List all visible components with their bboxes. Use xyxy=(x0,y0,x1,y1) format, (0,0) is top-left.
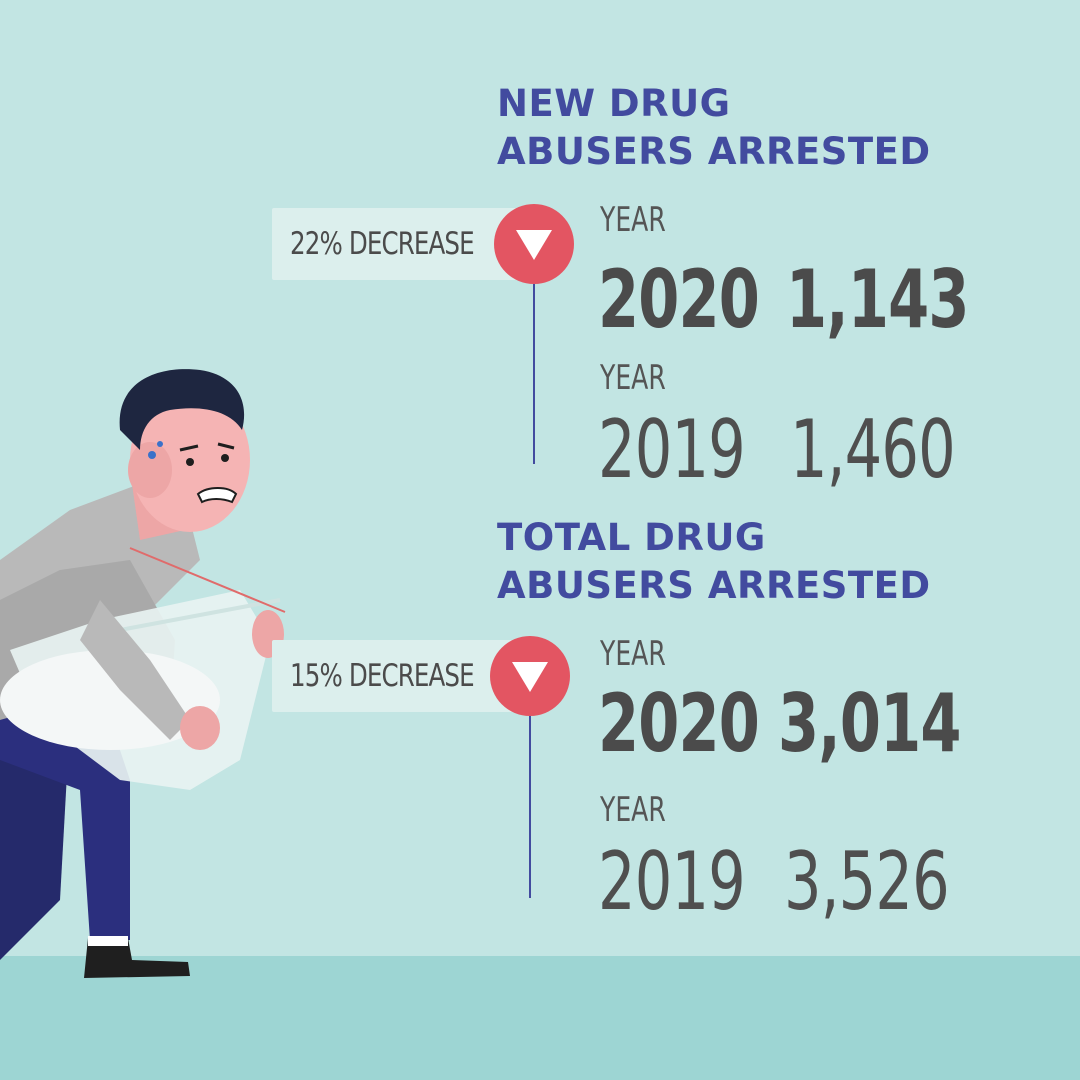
year-label: YEAR xyxy=(600,634,666,674)
change-label: 15% DECREASE xyxy=(290,658,475,694)
section-title-line2: ABUSERS ARRESTED xyxy=(497,130,931,173)
year-value: 2020 xyxy=(598,677,760,770)
year-value: 2020 xyxy=(598,253,760,346)
section-title-line2: ABUSERS ARRESTED xyxy=(497,564,931,607)
year-label: YEAR xyxy=(600,358,666,398)
count-value: 3,526 xyxy=(784,835,950,928)
timeline-stem xyxy=(529,716,531,898)
count-value: 1,460 xyxy=(790,403,956,496)
year-value: 2019 xyxy=(598,835,746,928)
year-label: YEAR xyxy=(600,200,666,240)
section-title-line1: NEW DRUG xyxy=(497,82,731,125)
change-badge: 22% DECREASE xyxy=(272,208,522,280)
down-triangle-icon xyxy=(490,636,570,716)
timeline-stem xyxy=(533,284,535,464)
floor-band xyxy=(0,956,1080,1080)
down-triangle-icon xyxy=(494,204,574,284)
year-value: 2019 xyxy=(598,403,746,496)
change-badge: 15% DECREASE xyxy=(272,640,522,712)
count-value: 3,014 xyxy=(778,677,961,770)
change-label: 22% DECREASE xyxy=(290,226,475,262)
section-title-line1: TOTAL DRUG xyxy=(497,516,766,559)
year-label: YEAR xyxy=(600,790,666,830)
count-value: 1,143 xyxy=(786,253,969,346)
